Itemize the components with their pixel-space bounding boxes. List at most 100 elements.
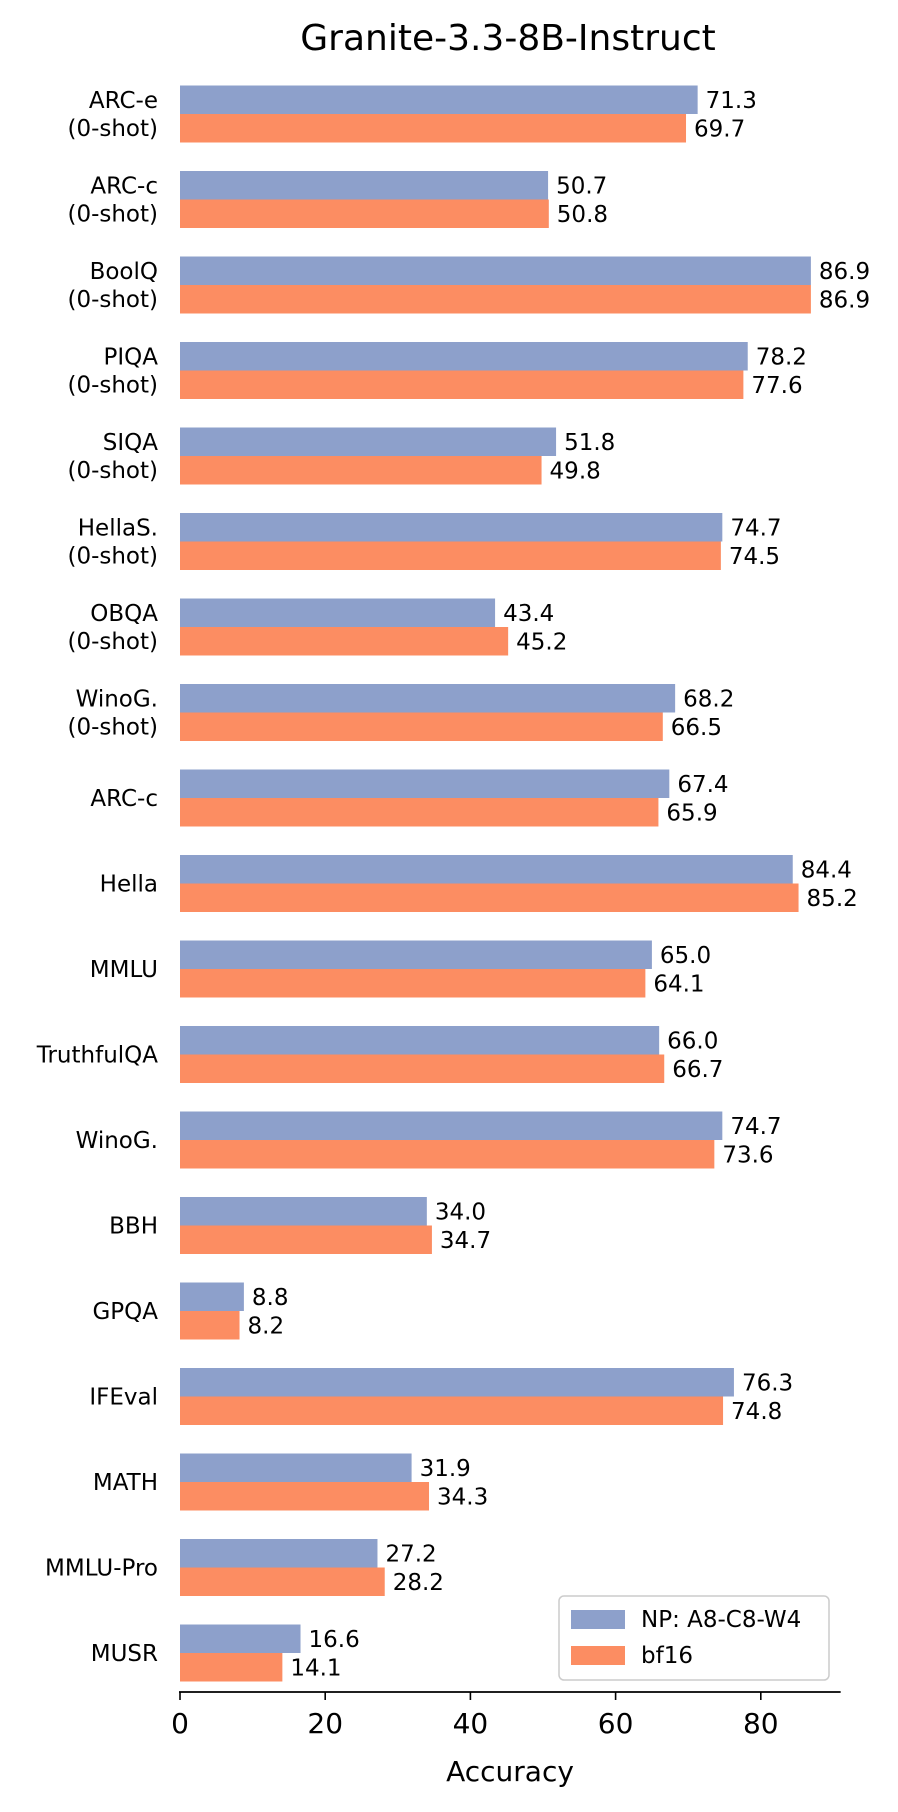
x-tick-label: 20	[307, 1707, 343, 1740]
bar-np-2	[180, 256, 811, 285]
value-label: 74.7	[730, 1114, 781, 1140]
bar-bf16-11	[180, 1054, 665, 1083]
y-tick-label: (0-shot)	[67, 373, 158, 399]
value-label: 74.5	[729, 544, 780, 570]
y-tick-label: (0-shot)	[67, 116, 158, 142]
bar-np-1	[180, 171, 549, 200]
x-axis-ticks: 0 20 40 60 80	[171, 1692, 779, 1740]
bar-np-0	[180, 85, 698, 114]
legend-swatch	[571, 1646, 625, 1665]
bar-np-11	[180, 1026, 660, 1055]
value-label: 16.6	[309, 1627, 360, 1653]
bars-group	[180, 85, 811, 1682]
value-label: 86.9	[819, 259, 870, 285]
value-label: 27.2	[385, 1541, 436, 1567]
x-tick-label: 40	[453, 1707, 489, 1740]
bar-bf16-15	[180, 1396, 724, 1425]
value-label: 74.7	[730, 515, 781, 541]
y-tick-label: ARC-c	[90, 786, 158, 812]
y-tick-label: Hella	[100, 872, 158, 898]
bar-np-9	[180, 855, 793, 884]
legend: NP: A8-C8-W4 bf16	[558, 1595, 830, 1681]
y-tick-label: IFEval	[89, 1385, 158, 1411]
y-tick-label: ARC-c	[90, 174, 158, 200]
x-tick-label: 60	[598, 1707, 634, 1740]
chart-title: Granite-3.3-8B-Instruct	[300, 18, 716, 59]
bar-bf16-0	[180, 114, 687, 143]
y-tick-label: (0-shot)	[67, 202, 158, 228]
x-axis-label: Accuracy	[446, 1755, 574, 1788]
bar-bf16-10	[180, 969, 646, 998]
y-tick-label: OBQA	[90, 601, 158, 627]
x-tick-label: 80	[743, 1707, 779, 1740]
bar-np-4	[180, 427, 557, 456]
value-label: 43.4	[503, 601, 554, 627]
y-tick-label: MMLU-Pro	[45, 1556, 158, 1582]
bar-np-13	[180, 1197, 427, 1226]
bar-bf16-12	[180, 1140, 715, 1169]
bar-bf16-2	[180, 285, 811, 314]
bar-bf16-18	[180, 1653, 283, 1682]
y-tick-label: (0-shot)	[67, 458, 158, 484]
bar-np-18	[180, 1624, 301, 1653]
y-tick-label: BBH	[109, 1214, 158, 1240]
y-tick-label: ARC-e	[89, 88, 158, 114]
value-label: 51.8	[564, 430, 615, 456]
value-label: 65.0	[660, 943, 711, 969]
y-tick-label: (0-shot)	[67, 715, 158, 741]
value-label: 66.5	[671, 715, 722, 741]
value-label: 84.4	[801, 857, 852, 883]
y-tick-label: GPQA	[92, 1299, 158, 1325]
y-tick-label: MATH	[93, 1470, 158, 1496]
value-label: 8.2	[248, 1313, 285, 1339]
value-label: 64.1	[653, 971, 704, 997]
bar-bf16-4	[180, 456, 542, 485]
bar-np-3	[180, 342, 748, 371]
y-tick-label: WinoG.	[76, 1128, 158, 1154]
y-tick-label: MMLU	[90, 957, 158, 983]
value-label: 50.7	[556, 173, 607, 199]
y-tick-label: WinoG.	[76, 687, 158, 713]
x-tick-label: 0	[171, 1707, 189, 1740]
value-label: 86.9	[819, 287, 870, 313]
bar-np-8	[180, 769, 670, 798]
value-label: 85.2	[807, 886, 858, 912]
value-label: 34.7	[440, 1228, 491, 1254]
value-label: 34.0	[435, 1199, 486, 1225]
value-label: 50.8	[557, 202, 608, 228]
value-label: 78.2	[756, 344, 807, 370]
value-label: 65.9	[666, 800, 717, 826]
bar-bf16-6	[180, 627, 509, 656]
value-label: 76.3	[742, 1370, 793, 1396]
bar-np-10	[180, 940, 652, 969]
y-tick-label: (0-shot)	[67, 287, 158, 313]
bar-bf16-8	[180, 798, 659, 827]
y-tick-label: PIQA	[104, 345, 159, 371]
bar-bf16-13	[180, 1225, 432, 1254]
value-label: 45.2	[516, 629, 567, 655]
value-label: 73.6	[722, 1142, 773, 1168]
legend-box	[558, 1595, 830, 1681]
value-label: 8.8	[252, 1285, 289, 1311]
bar-bf16-5	[180, 541, 721, 570]
bar-np-7	[180, 684, 676, 713]
bar-bf16-14	[180, 1311, 240, 1340]
bar-np-16	[180, 1453, 412, 1482]
value-labels-group: 71.369.7 50.7 50.8 86.986.9 78.2 77.6 51.849.8…	[248, 88, 871, 1682]
value-label: 14.1	[290, 1655, 341, 1681]
legend-label: NP: A8-C8-W4	[641, 1607, 801, 1633]
value-label: 31.9	[420, 1456, 471, 1482]
y-tick-label: (0-shot)	[67, 629, 158, 655]
legend-label: bf16	[641, 1643, 693, 1669]
y-tick-label: (0-shot)	[67, 544, 158, 570]
bar-bf16-16	[180, 1482, 430, 1511]
bar-np-5	[180, 513, 723, 542]
value-label: 34.3	[437, 1484, 488, 1510]
y-tick-label: SIQA	[103, 430, 158, 456]
bar-bf16-17	[180, 1567, 385, 1596]
value-label: 66.7	[672, 1057, 723, 1083]
value-label: 67.4	[677, 772, 728, 798]
bar-np-15	[180, 1368, 734, 1397]
y-tick-label: HellaS.	[78, 516, 158, 542]
bar-bf16-1	[180, 199, 549, 228]
